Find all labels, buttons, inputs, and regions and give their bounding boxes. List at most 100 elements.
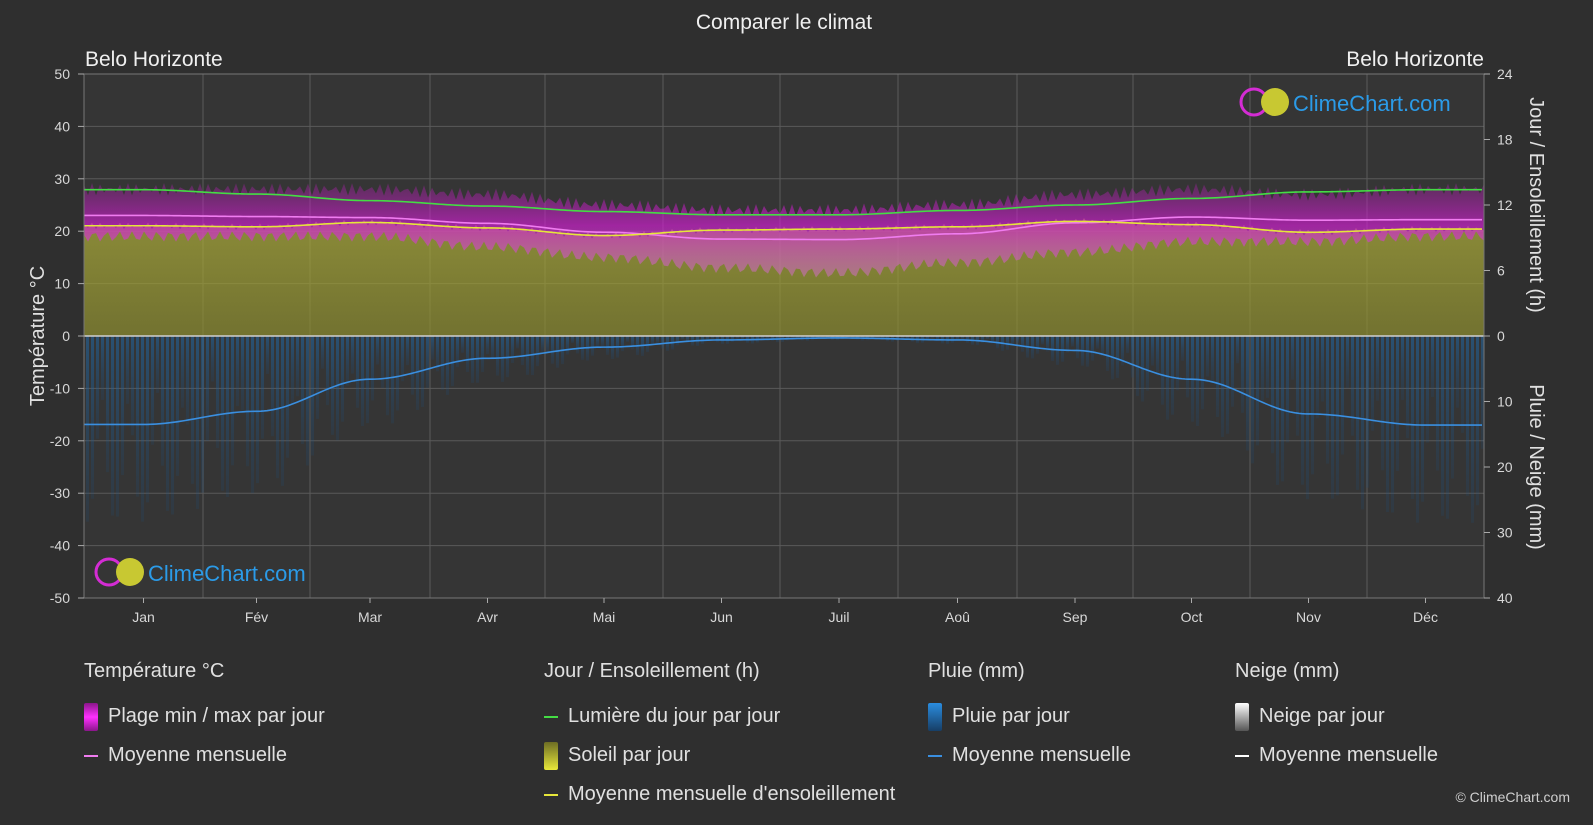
location-right: Belo Horizonte: [1346, 48, 1484, 71]
rain-daily-bar: [1021, 336, 1024, 352]
legend-label: Neige par jour: [1259, 705, 1385, 727]
brand-logo-bottom: ClimeChart.com: [94, 557, 306, 587]
rain-daily-bar: [361, 336, 364, 426]
rain-daily-bar: [1296, 336, 1299, 436]
axes: 50 40 30 20 10 0 -10 -20 -30 -40 -50 24 18 12 6 0 10 20 30…: [50, 66, 1513, 625]
legend-label: Plage min / max par jour: [108, 705, 325, 727]
rain-daily-bar: [1371, 336, 1374, 431]
rain-daily-bar: [1206, 336, 1209, 377]
rain-daily-bar: [1266, 336, 1269, 398]
rain-daily-bar: [91, 336, 94, 499]
legend-item: Moyenne mensuelle: [928, 736, 1131, 775]
rain-daily-bar: [1261, 336, 1264, 401]
rain-daily-bar: [1376, 336, 1379, 401]
left-tick-label: 40: [54, 118, 70, 134]
rain-daily-bar: [156, 336, 159, 393]
rain-daily-bar: [286, 336, 289, 458]
rain-daily-bar: [96, 336, 99, 439]
rain-daily-bar: [986, 336, 989, 340]
rain-daily-bar: [601, 336, 604, 347]
rain-daily-bar: [376, 336, 379, 365]
rain-daily-bar: [656, 336, 659, 344]
x-tick-label: Jun: [710, 609, 733, 625]
left-tick-label: 10: [54, 276, 70, 292]
rain-daily-bar: [1346, 336, 1349, 389]
rain-daily-bar: [86, 336, 89, 522]
rain-daily-bar: [266, 336, 269, 374]
rain-daily-bar: [1436, 336, 1439, 471]
rain-daily-bar: [1401, 336, 1404, 401]
rain-daily-bar: [926, 336, 929, 341]
rain-daily-bar: [1361, 336, 1364, 510]
legend-rain: Pluie (mm) Pluie par jour Moyenne mensue…: [928, 660, 1131, 775]
daylight-line: [84, 188, 1482, 216]
rain-daily-bar: [711, 336, 714, 340]
rain-swatch: [928, 702, 942, 731]
rain-daily-bar: [1271, 336, 1274, 454]
sunshine-mean-swatch: [544, 793, 558, 796]
rain-daily-bar: [1076, 336, 1079, 359]
x-tick-label: Aoû: [945, 609, 970, 625]
rain-daily-bar: [1006, 336, 1009, 350]
rain-daily-bar: [426, 336, 429, 388]
right-top-tick-label: 6: [1497, 263, 1505, 279]
rain-daily-bar: [1041, 336, 1044, 345]
rain-daily-bar: [1101, 336, 1104, 357]
left-tick-label: -20: [50, 433, 70, 449]
rain-daily-bar: [981, 336, 984, 344]
rain-daily-bar: [1356, 336, 1359, 490]
rain-daily-bar: [1216, 336, 1219, 418]
brand-text-top: ClimeChart.com: [1293, 91, 1451, 116]
legend-label: Lumière du jour par jour: [568, 705, 781, 727]
rain-daily-bar: [736, 336, 739, 339]
rain-daily-bar: [1306, 336, 1309, 500]
legend-item: Moyenne mensuelle: [84, 736, 325, 775]
x-tick-label: Nov: [1296, 609, 1321, 625]
legend-item: Neige par jour: [1235, 697, 1438, 736]
logo-sun-icon: [1261, 88, 1289, 116]
rain-daily-bar: [1431, 336, 1434, 398]
rain-daily-bar: [796, 336, 799, 339]
rain-daily-bar: [1036, 336, 1039, 354]
rain-daily-bar: [1121, 336, 1124, 366]
rain-daily-bar: [1281, 336, 1284, 482]
rain-daily-bar: [1441, 336, 1444, 516]
rain-daily-bar: [331, 336, 334, 435]
rain-daily-bar: [316, 336, 319, 419]
rain-daily-bar: [326, 336, 329, 406]
rain-daily-bar: [216, 336, 219, 449]
legend-item: Soleil par jour: [544, 736, 895, 775]
legend-item: Moyenne mensuelle: [1235, 736, 1438, 775]
rain-daily-bar: [551, 336, 554, 364]
legend-label: Pluie par jour: [952, 705, 1070, 727]
legend-header: Jour / Ensoleillement (h): [544, 660, 760, 682]
rain-daily-bar: [1046, 336, 1049, 352]
rain-daily-bar: [1471, 336, 1474, 523]
rain-daily-bar: [186, 336, 189, 425]
rain-daily-bar: [1481, 336, 1484, 449]
y-axis-left-label: Température °C: [27, 266, 49, 406]
rain-daily-bar: [1381, 336, 1384, 471]
rain-mean-line: [84, 337, 1482, 426]
rain-daily-bar: [851, 336, 854, 339]
rain-daily-bar: [276, 336, 279, 479]
legend-header: Température °C: [84, 660, 225, 682]
rain-daily-bar: [176, 336, 179, 476]
rain-daily-bar: [1421, 336, 1424, 502]
daylight-swatch: [544, 715, 558, 718]
rain-daily-bar: [306, 336, 309, 466]
legend-temperature: Température °C Plage min / max par jour …: [84, 660, 325, 775]
rain-daily-bar: [1326, 336, 1329, 464]
rain-mean-swatch: [928, 754, 942, 757]
left-tick-label: -10: [50, 380, 70, 396]
rain-daily-bar: [1331, 336, 1334, 499]
rain-daily-bar: [1181, 336, 1184, 361]
rain-daily-bar: [1461, 336, 1464, 433]
rain-daily-bar: [271, 336, 274, 437]
rain-daily-bar: [621, 336, 624, 352]
rain-daily-bar: [101, 336, 104, 400]
rain-daily-bar: [936, 336, 939, 342]
rain-daily-bar: [211, 336, 214, 382]
rain-daily-bar: [706, 336, 709, 341]
rain-daily-bar: [1066, 336, 1069, 353]
